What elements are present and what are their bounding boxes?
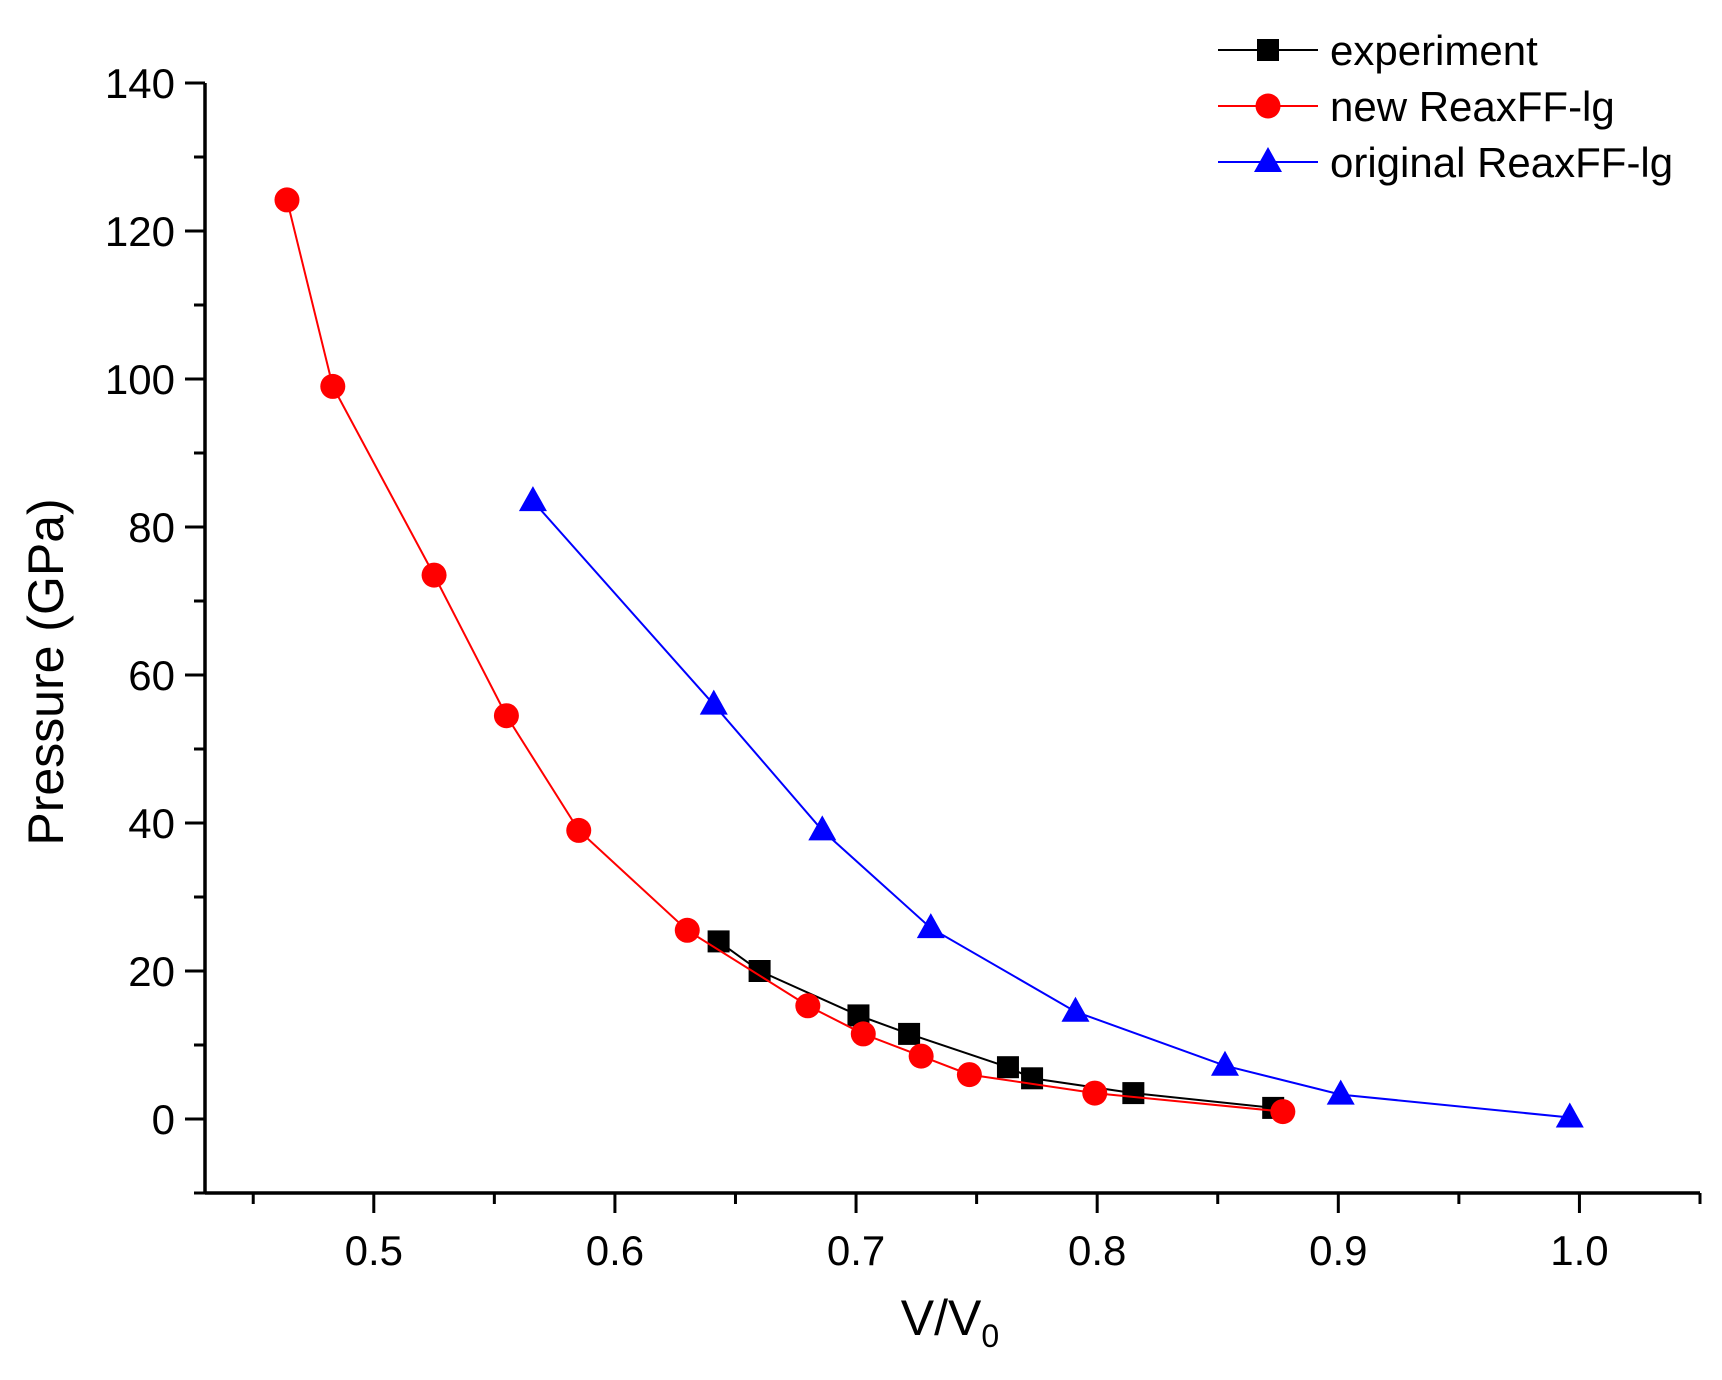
y-tick-label: 140 [105, 60, 175, 107]
y-tick-label: 80 [128, 504, 175, 551]
series-original-reaxff-lg [518, 486, 1584, 1128]
y-tick-label: 40 [128, 800, 175, 847]
data-point [908, 1043, 934, 1069]
data-point [566, 817, 592, 843]
data-point [421, 562, 447, 588]
y-tick-label: 60 [128, 652, 175, 699]
data-point [699, 689, 728, 715]
legend-marker [1255, 93, 1281, 119]
legend: experiment new ReaxFF-lg original ReaxFF-l… [1218, 27, 1673, 186]
data-point [1555, 1102, 1584, 1128]
data-point [320, 373, 346, 399]
series-line [718, 940, 1274, 1109]
axes: 0.5 0.6 0.7 0.8 0.9 1.0 0 20 40 60 80 100 120 140 [105, 60, 1702, 1274]
x-tick-label: 0.5 [345, 1227, 403, 1274]
legend-item: original ReaxFF-lg [1218, 139, 1673, 186]
legend-item: experiment [1218, 27, 1538, 74]
data-point [1122, 1082, 1145, 1105]
y-tick-label: 100 [105, 356, 175, 403]
legend-marker [1257, 39, 1279, 61]
x-axis-title: V/V0 [901, 1290, 999, 1354]
series-group [274, 187, 1584, 1128]
y-tick-label: 20 [128, 948, 175, 995]
data-point [898, 1022, 921, 1045]
data-point [996, 1056, 1019, 1079]
y-tick-label: 0 [152, 1096, 175, 1143]
legend-label: experiment [1330, 27, 1538, 74]
data-point [274, 187, 300, 213]
x-axis-title-main: V/V [901, 1290, 982, 1346]
data-point [850, 1021, 876, 1047]
legend-marker [1254, 147, 1282, 172]
x-tick-label: 0.9 [1309, 1227, 1367, 1274]
data-point [1270, 1099, 1296, 1125]
data-point [1021, 1067, 1044, 1090]
data-point [674, 917, 700, 943]
data-point [808, 815, 837, 841]
series-line [286, 199, 1283, 1113]
data-point [1061, 996, 1090, 1022]
legend-item: new ReaxFF-lg [1218, 83, 1615, 130]
data-point [847, 1004, 870, 1027]
data-point [518, 486, 547, 512]
data-point [493, 703, 519, 729]
y-axis-title: Pressure (GPa) [18, 498, 74, 845]
x-tick-label: 1.0 [1550, 1227, 1608, 1274]
series-experiment [707, 930, 1285, 1119]
x-axis-title-subscript: 0 [981, 1318, 999, 1354]
y-tick-label: 120 [105, 208, 175, 255]
x-tick-label: 0.6 [586, 1227, 644, 1274]
legend-label: original ReaxFF-lg [1330, 139, 1673, 186]
data-point [1082, 1080, 1108, 1106]
x-tick-label: 0.7 [827, 1227, 885, 1274]
legend-label: new ReaxFF-lg [1330, 83, 1615, 130]
data-point [1326, 1079, 1355, 1105]
data-point [748, 960, 771, 982]
data-point [1210, 1050, 1239, 1076]
data-point [956, 1062, 982, 1088]
series-line [532, 500, 1570, 1119]
x-tick-label: 0.8 [1068, 1227, 1126, 1274]
series-new-reaxff-lg [274, 187, 1296, 1125]
data-point [795, 993, 821, 1019]
data-point [916, 913, 945, 939]
